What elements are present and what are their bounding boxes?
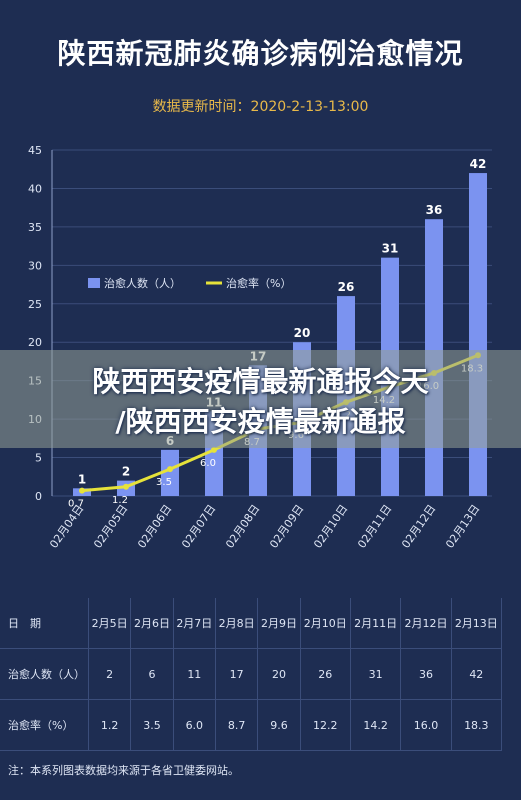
- x-tick-label: 02月09日: [267, 502, 306, 550]
- table-cell: 2月11日: [350, 598, 402, 649]
- bar-value-label: 2: [122, 465, 130, 479]
- table-cell: 2月6日: [130, 598, 174, 649]
- table-cell: 12.2: [300, 699, 351, 751]
- table-cell: 31: [350, 648, 402, 700]
- table-cell: 17: [215, 648, 259, 700]
- line-point: [211, 446, 217, 453]
- table-cell: 2月12日: [400, 598, 452, 649]
- update-time: 数据更新时间：2020-2-13-13:00: [152, 99, 369, 115]
- table-cell: 36: [400, 648, 452, 700]
- line-value-label: 3.5: [156, 477, 172, 488]
- legend-bar-label: 治愈人数（人）: [104, 276, 181, 290]
- table-cell: 2月7日: [173, 598, 216, 649]
- overlay-banner: [0, 350, 521, 448]
- overlay-banner-text: 陕西西安疫情最新通报今天 /陕西西安疫情最新通报: [0, 362, 521, 442]
- banner-line-1: 陕西西安疫情最新通报今天: [92, 365, 429, 398]
- bar-value-label: 31: [382, 242, 399, 256]
- table-cell: 11: [173, 648, 216, 700]
- y-tick-label: 30: [28, 259, 42, 272]
- x-tick-label: 02月06日: [135, 502, 174, 550]
- table-cell: 18.3: [451, 699, 503, 751]
- x-tick-label: 02月12日: [399, 502, 438, 550]
- line-point: [123, 483, 129, 490]
- line-value-label: 6.0: [200, 458, 216, 469]
- y-tick-label: 0: [35, 490, 42, 503]
- line-value-label: 1.2: [112, 495, 128, 506]
- table-row: 治愈人数（人） 2 6 11 17 20 26 31 36 42: [0, 648, 503, 700]
- line-value-label: 0.7: [68, 499, 84, 510]
- bar-value-label: 36: [426, 203, 443, 217]
- table-cell: 6.0: [173, 699, 216, 751]
- table-cell: 14.2: [350, 699, 402, 751]
- data-table: 日 期 2月5日 2月6日 2月7日 2月8日 2月9日 2月10日 2月11日 2月12日 2月…: [0, 598, 503, 751]
- bar-value-label: 42: [470, 157, 487, 171]
- table-cell: 2月8日: [215, 598, 259, 649]
- x-tick-label: 02月08日: [223, 502, 262, 550]
- x-tick-label: 02月05日: [91, 502, 130, 550]
- table-cell: 3.5: [130, 699, 174, 751]
- y-tick-label: 25: [28, 298, 42, 311]
- legend-line-label: 治愈率（%）: [226, 276, 291, 290]
- x-tick-label: 02月04日: [47, 502, 86, 550]
- x-tick-label: 02月07日: [179, 502, 218, 550]
- bar-value-label: 26: [338, 280, 355, 294]
- table-row-label: 治愈人数（人）: [0, 648, 89, 700]
- legend-bar-swatch: [88, 278, 100, 288]
- table-cell: 2月13日: [451, 598, 503, 649]
- table-cell: 2: [88, 648, 132, 700]
- y-tick-label: 20: [28, 336, 42, 349]
- chart-title: 陕西新冠肺炎确诊病例治愈情况: [57, 37, 464, 70]
- table-header-row: 日 期 2月5日 2月6日 2月7日 2月8日 2月9日 2月10日 2月11日 2月12日 2月…: [0, 598, 503, 649]
- table-cell: 6: [130, 648, 174, 700]
- table-cell: 8.7: [215, 699, 259, 751]
- line-point: [167, 466, 173, 473]
- footnote: 注：本系列图表数据均来源于各省卫健委网站。: [8, 764, 239, 777]
- table-row-label: 治愈率（%）: [0, 699, 89, 751]
- table-cell: 2月10日: [300, 598, 351, 649]
- bar-value-label: 1: [78, 472, 86, 486]
- table-cell: 20: [257, 648, 301, 700]
- table-cell: 1.2: [88, 699, 132, 751]
- bar-value-label: 20: [294, 326, 311, 340]
- y-tick-label: 35: [28, 221, 42, 234]
- banner-line-2: /陕西西安疫情最新通报: [115, 405, 406, 438]
- x-tick-label: 02月13日: [443, 502, 482, 550]
- x-tick-label: 02月10日: [311, 502, 350, 550]
- y-tick-label: 45: [28, 144, 42, 157]
- table-row: 治愈率（%） 1.2 3.5 6.0 8.7 9.6 12.2 14.2 16.0 18.3: [0, 699, 503, 751]
- x-tick-label: 02月11日: [355, 502, 394, 550]
- table-row-label: 日 期: [0, 598, 89, 649]
- table-cell: 26: [300, 648, 351, 700]
- y-tick-label: 5: [35, 452, 42, 465]
- line-point: [79, 487, 85, 494]
- table-cell: 2月5日: [88, 598, 132, 649]
- table-cell: 2月9日: [257, 598, 301, 649]
- bar: [161, 449, 179, 496]
- table-cell: 9.6: [257, 699, 301, 751]
- y-tick-label: 40: [28, 182, 42, 195]
- table-cell: 42: [451, 648, 503, 700]
- table-cell: 16.0: [400, 699, 452, 751]
